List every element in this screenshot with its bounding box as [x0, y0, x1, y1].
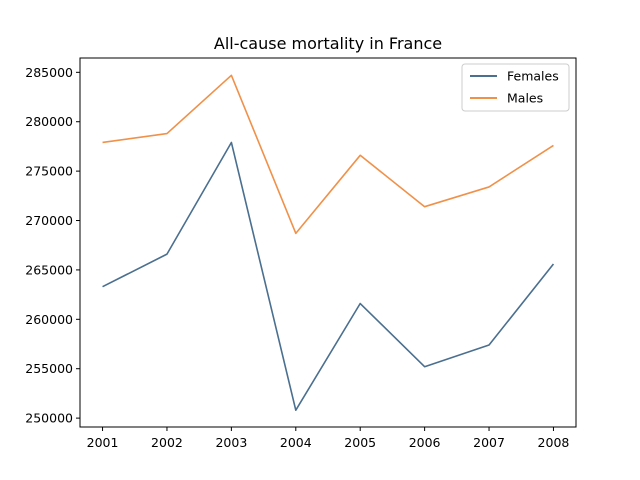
- legend-label-males: Males: [507, 91, 543, 106]
- x-tick-label: 2001: [87, 435, 119, 450]
- y-tick-label: 270000: [25, 213, 73, 228]
- y-tick-label: 260000: [25, 312, 73, 327]
- plot-area-frame: [79, 57, 577, 428]
- chart-title: All-cause mortality in France: [214, 34, 442, 53]
- y-tick-label: 285000: [25, 65, 73, 80]
- legend: Females Males: [461, 63, 570, 112]
- y-tick-label: 250000: [25, 411, 73, 426]
- y-tick-label: 255000: [25, 361, 73, 376]
- x-tick-label: 2006: [409, 435, 441, 450]
- legend-label-females: Females: [507, 69, 559, 84]
- y-tick-label: 280000: [25, 114, 73, 129]
- x-tick-label: 2008: [538, 435, 570, 450]
- x-tick-label: 2003: [215, 435, 247, 450]
- y-tick-label: 275000: [25, 164, 73, 179]
- x-tick-label: 2005: [344, 435, 376, 450]
- x-tick-label: 2004: [280, 435, 312, 450]
- series-line-males: [102, 74, 554, 235]
- x-tick-label: 2007: [473, 435, 505, 450]
- series-layer: [102, 74, 555, 412]
- series-line-females: [102, 141, 555, 412]
- x-axis: 2001 2002 2003 2004 2005 2006 2007 2008: [87, 427, 570, 450]
- x-tick-label: 2002: [151, 435, 183, 450]
- y-axis: 250000 255000 260000 265000 270000 275000 2800…: [25, 65, 80, 426]
- y-tick-label: 265000: [25, 262, 73, 277]
